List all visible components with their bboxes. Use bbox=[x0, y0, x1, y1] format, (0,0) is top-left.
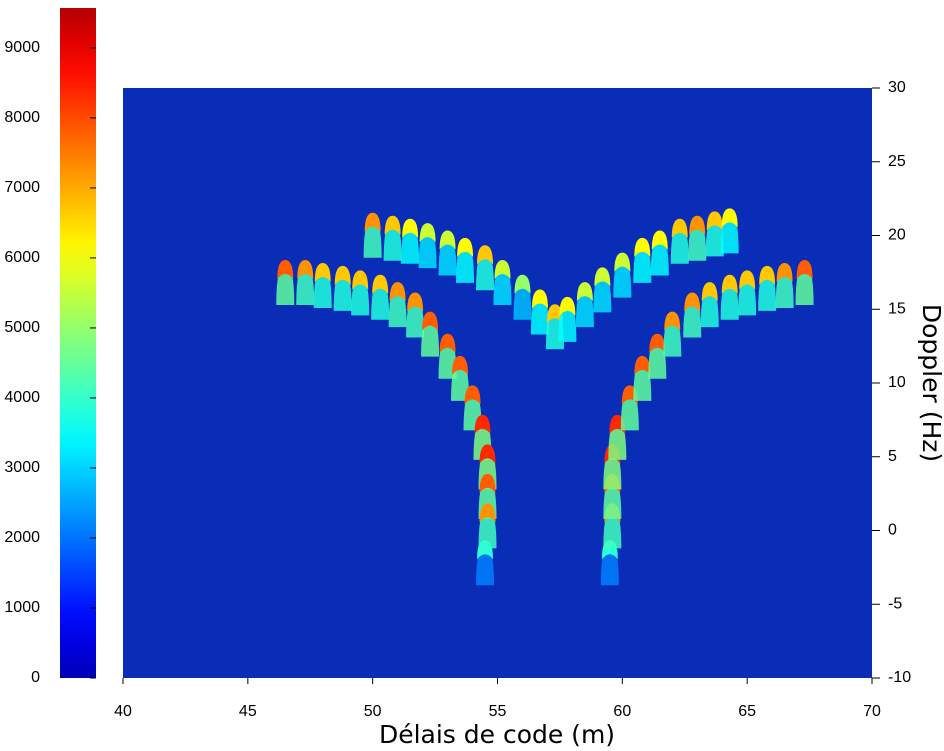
ridge-crest bbox=[576, 282, 593, 302]
ridges bbox=[276, 208, 814, 586]
colorbar-tick-label: 2000 bbox=[4, 529, 40, 546]
ridge-crest bbox=[457, 237, 474, 257]
colorbar-tick-label: 0 bbox=[31, 669, 40, 686]
plot-background bbox=[123, 88, 872, 678]
x-tick-label: 45 bbox=[239, 703, 257, 720]
x-tick-label: 60 bbox=[613, 703, 631, 720]
ridge-crest bbox=[796, 260, 813, 279]
ridge-crest bbox=[594, 267, 611, 287]
y-axis-label: Doppler (Hz) bbox=[917, 304, 944, 462]
ridge-crest bbox=[479, 503, 496, 523]
ridge-crest bbox=[439, 333, 456, 353]
ridge-crest bbox=[477, 245, 494, 265]
ridge-crest bbox=[706, 211, 723, 231]
ridge-crest bbox=[494, 260, 511, 279]
ridge-crest bbox=[352, 270, 369, 290]
ridge-crest bbox=[389, 282, 406, 302]
ridge-crest bbox=[277, 260, 294, 279]
ridge-crest bbox=[531, 289, 548, 309]
ridge-crest bbox=[477, 540, 494, 560]
y-tick-label: -5 bbox=[888, 595, 902, 612]
ridge-crest bbox=[634, 355, 651, 375]
y-tick-label: 5 bbox=[888, 448, 897, 465]
ridge-crest bbox=[671, 218, 688, 238]
ridge-crest bbox=[721, 208, 738, 228]
ridge-crest bbox=[439, 230, 456, 250]
colorbar-tick-label: 1000 bbox=[4, 599, 40, 616]
colorbar bbox=[60, 8, 96, 678]
ridge-crest bbox=[364, 212, 381, 232]
ridge-crest bbox=[759, 265, 776, 285]
ridge-crest bbox=[419, 223, 436, 243]
ridge-crest bbox=[649, 333, 666, 353]
y-tick-label: 25 bbox=[888, 153, 906, 170]
ridge-crest bbox=[614, 252, 631, 272]
y-tick-label: -10 bbox=[888, 669, 911, 686]
y-tick-label: 0 bbox=[888, 522, 897, 539]
colorbar-tick-label: 3000 bbox=[4, 459, 40, 476]
colorbar-tick-label: 6000 bbox=[4, 249, 40, 266]
ridge-crest bbox=[297, 260, 314, 279]
x-tick-label: 50 bbox=[364, 703, 382, 720]
ridge-crest bbox=[651, 230, 668, 250]
ridge-crest bbox=[776, 262, 793, 282]
ridge-crest bbox=[721, 274, 738, 294]
y-tick-label: 20 bbox=[888, 227, 906, 244]
colorbar-tick-label: 5000 bbox=[4, 319, 40, 336]
ridge-crest bbox=[407, 292, 424, 312]
x-tick-label: 70 bbox=[863, 703, 881, 720]
ridge-crest bbox=[422, 311, 439, 331]
x-axis-label: Délais de code (m) bbox=[379, 720, 615, 749]
ridge-crest bbox=[314, 262, 331, 282]
ridge-crest bbox=[452, 355, 469, 375]
ridge-crest bbox=[474, 414, 491, 434]
ridge-crest bbox=[514, 274, 531, 294]
colorbar-tick-label: 8000 bbox=[4, 109, 40, 126]
ridge-crest bbox=[634, 237, 651, 257]
ridge-crest bbox=[479, 444, 496, 464]
ridge-crest bbox=[372, 274, 389, 294]
ridge-crest bbox=[479, 473, 496, 493]
x-tick-label: 55 bbox=[489, 703, 507, 720]
x-tick-label: 40 bbox=[114, 703, 132, 720]
colorbar-tick-label: 4000 bbox=[4, 389, 40, 406]
colorbar-tick-label: 9000 bbox=[4, 39, 40, 56]
ridge-crest bbox=[689, 215, 706, 235]
ridge-crest bbox=[334, 265, 351, 285]
y-tick-label: 30 bbox=[888, 79, 906, 96]
ridge-crest bbox=[559, 296, 576, 316]
ridge-crest bbox=[701, 282, 718, 302]
y-tick-label: 10 bbox=[888, 374, 906, 391]
ridge-crest bbox=[546, 304, 563, 324]
colorbar-tick-label: 7000 bbox=[4, 179, 40, 196]
ridge-crest bbox=[384, 215, 401, 235]
ridge-crest bbox=[739, 270, 756, 290]
ridge-crest bbox=[402, 218, 419, 238]
ridge-crest bbox=[684, 292, 701, 312]
ridge-crest bbox=[464, 385, 481, 405]
x-tick-label: 65 bbox=[738, 703, 756, 720]
ridge-crest bbox=[664, 311, 681, 331]
y-tick-label: 15 bbox=[888, 300, 906, 317]
